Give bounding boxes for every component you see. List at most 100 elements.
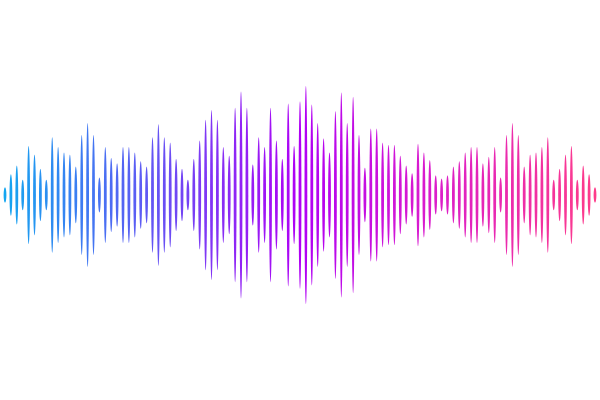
waveform-bar bbox=[452, 166, 455, 224]
waveform-bar bbox=[92, 135, 95, 255]
waveform-bar bbox=[15, 165, 19, 225]
waveform-bar bbox=[127, 147, 131, 243]
waveform-bar bbox=[404, 165, 408, 225]
waveform-bar bbox=[56, 147, 60, 243]
waveform-bar bbox=[109, 157, 113, 233]
waveform-bar bbox=[33, 154, 36, 236]
waveform-bar bbox=[428, 160, 432, 230]
waveform-bar bbox=[198, 140, 202, 250]
waveform-bar bbox=[168, 142, 172, 248]
waveform-bar bbox=[239, 91, 243, 299]
waveform-bar bbox=[334, 111, 337, 279]
waveform-bar bbox=[375, 128, 379, 262]
waveform-bar bbox=[21, 179, 25, 211]
waveform-bar bbox=[68, 154, 72, 236]
waveform-bar bbox=[286, 103, 290, 287]
waveform-bar bbox=[50, 137, 54, 253]
waveform-bar bbox=[115, 163, 119, 227]
waveform-bar bbox=[363, 167, 367, 223]
waveform-bar bbox=[44, 179, 48, 211]
waveform-bar bbox=[192, 159, 196, 231]
waveform-bar bbox=[151, 137, 154, 253]
waveform-bar bbox=[233, 107, 237, 283]
waveform-bar bbox=[345, 123, 349, 267]
waveform-bar bbox=[463, 152, 467, 238]
waveform-bar bbox=[80, 135, 84, 255]
waveform-bar bbox=[139, 161, 143, 229]
waveform-bar bbox=[263, 147, 266, 243]
waveform-bar bbox=[275, 140, 278, 250]
waveform-bar bbox=[398, 155, 402, 235]
waveform-bar bbox=[499, 177, 502, 213]
waveform-bar bbox=[86, 123, 89, 267]
waveform-bar bbox=[3, 187, 7, 203]
waveform-bar bbox=[121, 147, 125, 243]
waveform-bar bbox=[457, 161, 461, 229]
waveform-bar bbox=[339, 92, 343, 298]
waveform-bar bbox=[540, 147, 544, 243]
waveform-bar bbox=[221, 147, 225, 243]
waveform-bar bbox=[328, 152, 331, 238]
waveform-bar bbox=[469, 147, 473, 243]
waveform-bar bbox=[316, 123, 320, 267]
waveform-bar bbox=[98, 177, 101, 213]
waveform-bar bbox=[103, 147, 107, 243]
waveform-bar bbox=[216, 119, 219, 271]
waveform-bar bbox=[516, 135, 520, 255]
waveform-bar bbox=[357, 135, 361, 255]
waveform-bar bbox=[381, 142, 384, 248]
waveform-bar bbox=[351, 96, 355, 294]
waveform-bar bbox=[481, 163, 485, 227]
waveform-bar bbox=[528, 154, 532, 236]
waveform-bar bbox=[227, 155, 231, 235]
waveform-bar bbox=[534, 152, 538, 238]
waveform-bar bbox=[62, 152, 66, 238]
waveform-bar bbox=[304, 86, 308, 304]
waveform-bar bbox=[575, 179, 579, 211]
waveform-bar bbox=[27, 145, 30, 245]
waveform-bar bbox=[269, 107, 272, 283]
waveform-bar bbox=[157, 124, 160, 266]
waveform-bar bbox=[180, 168, 184, 222]
waveform-bar bbox=[145, 166, 149, 224]
waveform-bar bbox=[298, 101, 302, 289]
waveform-bar bbox=[280, 159, 284, 231]
waveform-bar bbox=[493, 147, 497, 243]
waveform-bar bbox=[505, 135, 508, 255]
waveform-bars bbox=[3, 86, 597, 304]
waveform-bar bbox=[322, 138, 325, 252]
waveform-bar bbox=[245, 107, 249, 283]
waveform-bar bbox=[593, 187, 597, 203]
waveform-bar bbox=[564, 154, 567, 236]
waveform-bar bbox=[546, 137, 550, 253]
waveform-bar bbox=[410, 173, 414, 217]
waveform-bar bbox=[416, 143, 420, 247]
waveform-bar bbox=[475, 147, 479, 243]
waveform-bar bbox=[422, 152, 426, 238]
waveform-bar bbox=[39, 168, 42, 222]
waveform-bar bbox=[570, 145, 573, 245]
waveform-bar bbox=[522, 166, 526, 224]
waveform-bar bbox=[387, 144, 390, 246]
waveform-bar bbox=[74, 166, 78, 224]
waveform-bar bbox=[251, 164, 255, 226]
waveform-bar bbox=[210, 109, 213, 281]
waveform-bar bbox=[487, 156, 491, 234]
waveform-bar bbox=[186, 179, 190, 211]
waveform-bar bbox=[446, 175, 449, 215]
waveform-bar bbox=[204, 119, 208, 271]
waveform-bar bbox=[581, 165, 585, 225]
waveform-bar bbox=[393, 144, 396, 246]
waveform-bar bbox=[162, 137, 166, 253]
waveform-bar bbox=[292, 145, 296, 245]
waveform-bar bbox=[434, 175, 438, 215]
waveform-bar bbox=[369, 128, 373, 262]
waveform-bar bbox=[133, 152, 137, 238]
waveform-bar bbox=[310, 104, 314, 286]
waveform-bar bbox=[552, 179, 556, 211]
waveform-bar bbox=[9, 174, 13, 216]
waveform-bar bbox=[257, 137, 261, 253]
waveform-bar bbox=[558, 168, 561, 222]
waveform-bar bbox=[440, 178, 443, 212]
